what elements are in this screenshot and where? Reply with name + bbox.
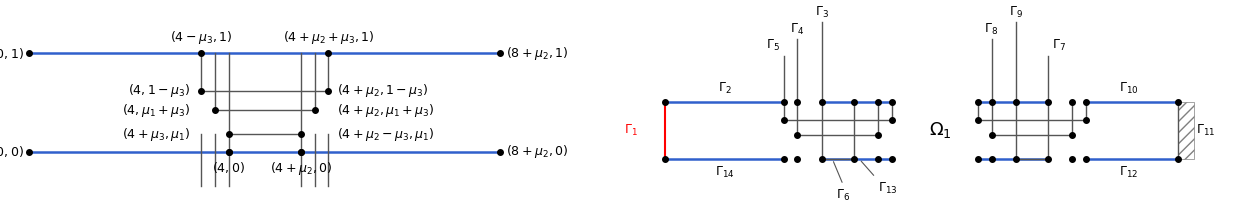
Text: $\Gamma_4$: $\Gamma_4$ xyxy=(790,22,805,37)
Text: $\Gamma_{12}$: $\Gamma_{12}$ xyxy=(1120,165,1138,180)
Text: $(4+\mu_2-\mu_3,\mu_1)$: $(4+\mu_2-\mu_3,\mu_1)$ xyxy=(337,126,434,143)
Text: $\Gamma_7$: $\Gamma_7$ xyxy=(1052,38,1066,53)
Text: $(0,0)$: $(0,0)$ xyxy=(0,144,24,159)
Text: $\Gamma_{1}$: $\Gamma_{1}$ xyxy=(624,123,638,138)
Text: $(0,1)$: $(0,1)$ xyxy=(0,46,24,61)
Text: $(4,0)$: $(4,0)$ xyxy=(211,160,245,175)
Text: $\Gamma_8$: $\Gamma_8$ xyxy=(984,22,999,37)
Text: $(4+\mu_2,1-\mu_3)$: $(4+\mu_2,1-\mu_3)$ xyxy=(337,82,428,99)
Text: $\Gamma_{11}$: $\Gamma_{11}$ xyxy=(1197,123,1215,138)
Text: $(4+\mu_2,\mu_1+\mu_3)$: $(4+\mu_2,\mu_1+\mu_3)$ xyxy=(337,102,434,119)
Text: $(4+\mu_2+\mu_3,1)$: $(4+\mu_2+\mu_3,1)$ xyxy=(282,29,374,46)
Text: $\Gamma_5$: $\Gamma_5$ xyxy=(766,38,780,53)
Text: $\Gamma_{13}$: $\Gamma_{13}$ xyxy=(878,181,898,196)
Text: $(4+\mu_2,0)$: $(4+\mu_2,0)$ xyxy=(270,160,332,177)
Text: $\Gamma_6$: $\Gamma_6$ xyxy=(836,188,850,203)
Text: $(4+\mu_3,\mu_1)$: $(4+\mu_3,\mu_1)$ xyxy=(122,126,190,143)
Text: $(4,\mu_1+\mu_3)$: $(4,\mu_1+\mu_3)$ xyxy=(122,102,190,119)
Text: $(8+\mu_2,1)$: $(8+\mu_2,1)$ xyxy=(506,45,569,62)
Text: $\Gamma_2$: $\Gamma_2$ xyxy=(718,81,731,96)
Text: $(4,1-\mu_3)$: $(4,1-\mu_3)$ xyxy=(128,82,190,99)
Text: $\Gamma_{10}$: $\Gamma_{10}$ xyxy=(1120,81,1140,96)
Text: $(8+\mu_2,0)$: $(8+\mu_2,0)$ xyxy=(506,143,569,160)
Text: $\Omega_1$: $\Omega_1$ xyxy=(929,120,952,140)
Text: $\Gamma_{14}$: $\Gamma_{14}$ xyxy=(714,165,734,180)
Text: $\Gamma_3$: $\Gamma_3$ xyxy=(815,5,829,20)
Text: $\Gamma_9$: $\Gamma_9$ xyxy=(1009,5,1023,20)
Text: $(4-\mu_3,1)$: $(4-\mu_3,1)$ xyxy=(169,29,231,46)
